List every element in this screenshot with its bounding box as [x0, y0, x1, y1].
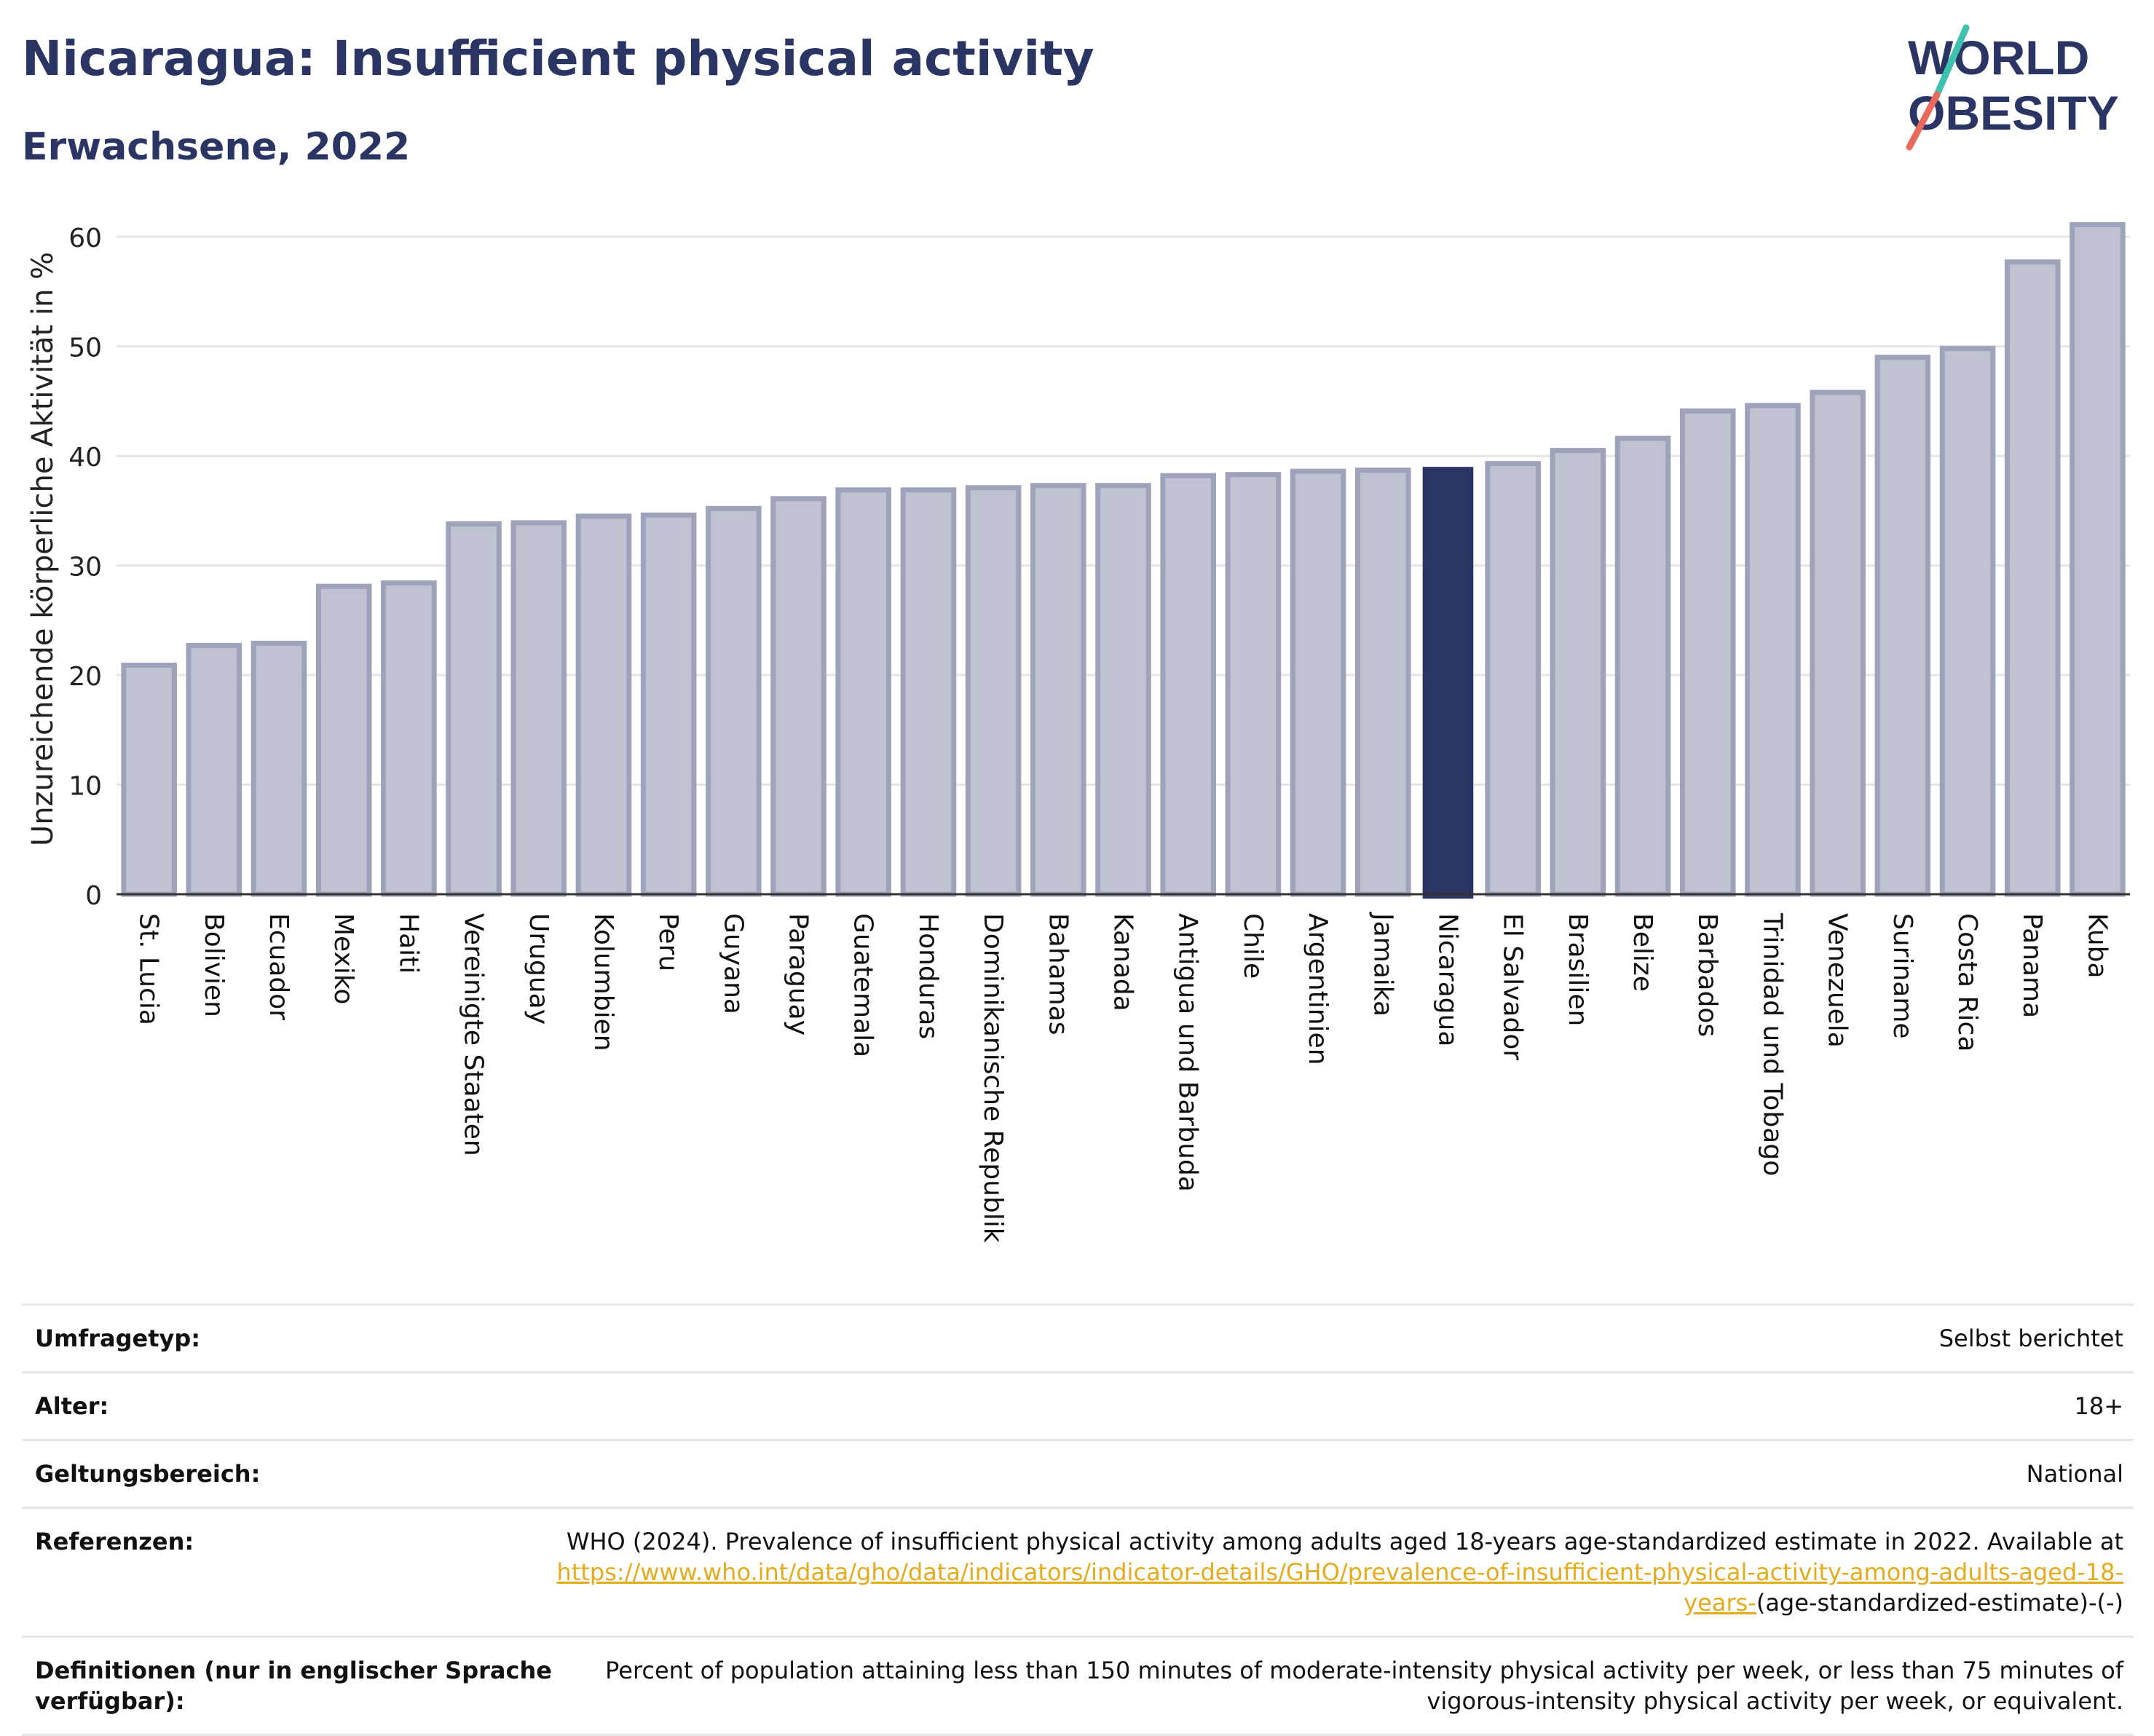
x-tick-label: Vereinigte Staaten — [459, 913, 489, 1156]
bar-el-salvador — [1485, 461, 1541, 897]
bar-jamaika — [1354, 467, 1411, 897]
bar-costa-rica — [1939, 346, 1996, 897]
meta-key: Definitionen (nur in englischer Sprache … — [35, 1657, 552, 1715]
references-link[interactable]: https://www.who.int/data/gho/data/indica… — [556, 1558, 2123, 1617]
page-title: Nicaragua: Insufficient physical activit… — [22, 31, 1094, 87]
bar-uruguay — [510, 520, 567, 897]
x-tick-label: Dominikanische Republik — [978, 913, 1008, 1243]
meta-row-survey-type: Umfragetyp: Selbst berichtet — [22, 1303, 2134, 1371]
bar-vereinigte-staaten — [446, 521, 502, 897]
y-tick-label: 10 — [68, 772, 102, 802]
x-tick-label: Argentinien — [1303, 913, 1333, 1065]
x-tick-label: El Salvador — [1498, 913, 1528, 1060]
x-tick-label: Belize — [1628, 913, 1657, 992]
y-tick-label: 50 — [68, 334, 102, 363]
bar-nicaragua — [1422, 467, 1474, 899]
x-tick-label: Guatemala — [848, 913, 878, 1057]
svg-text:WORLD: WORLD — [1908, 31, 2089, 84]
metadata-table: Umfragetyp: Selbst berichtet Alter: 18+ … — [22, 1303, 2134, 1736]
meta-key: Referenzen: — [35, 1528, 194, 1555]
page-subtitle: Erwachsene, 2022 — [22, 125, 411, 169]
y-tick-label: 60 — [68, 224, 102, 253]
x-tick-label: Bolivien — [199, 913, 229, 1017]
bar-venezuela — [1810, 390, 1866, 897]
x-tick-label: Ecuador — [264, 913, 293, 1020]
bar-argentinien — [1290, 468, 1346, 897]
bar-trinidad-und-tobago — [1745, 403, 1801, 897]
bar-kuba — [2070, 222, 2126, 897]
bar-bolivien — [186, 642, 242, 897]
x-tick-label: Kolumbien — [588, 913, 618, 1052]
bar-honduras — [900, 487, 957, 897]
references-value: WHO (2024). Prevalence of insufficient p… — [545, 1526, 2123, 1618]
y-tick-label: 0 — [85, 881, 102, 911]
bar-st.-lucia — [121, 663, 177, 897]
x-tick-label: Antigua und Barbuda — [1173, 913, 1203, 1192]
x-tick-label: Panama — [2017, 913, 2047, 1018]
y-tick-label: 40 — [68, 443, 102, 473]
bar-barbados — [1679, 408, 1736, 897]
x-tick-label: Nicaragua — [1432, 913, 1462, 1046]
meta-key: Alter: — [35, 1392, 109, 1420]
bar-suriname — [1874, 355, 1931, 897]
svg-text:OBESITY: OBESITY — [1908, 86, 2119, 140]
meta-row-age: Alter: 18+ — [22, 1371, 2134, 1439]
x-tick-label: Haiti — [393, 913, 423, 974]
x-tick-label: Uruguay — [524, 913, 553, 1025]
y-tick-label: 30 — [68, 553, 102, 583]
bar-dominikanische-republik — [965, 485, 1022, 897]
bar-panama — [2004, 259, 2061, 897]
meta-row-definitions: Definitionen (nur in englischer Sprache … — [22, 1636, 2134, 1736]
x-tick-label: Suriname — [1887, 913, 1917, 1039]
x-tick-label: Venezuela — [1823, 913, 1853, 1048]
meta-key: Umfragetyp: — [35, 1325, 201, 1352]
bar-belize — [1614, 435, 1671, 897]
y-tick-label: 20 — [68, 662, 102, 692]
meta-key: Geltungsbereich: — [35, 1460, 261, 1488]
x-tick-label: Bahamas — [1043, 913, 1073, 1035]
bar-chart: 0 10 20 30 40 50 60 St. Lucia Bolivien Ecuador Mex… — [26, 222, 2130, 1243]
x-tick-label: Honduras — [913, 913, 943, 1039]
meta-row-references: Referenzen: WHO (2024). Prevalence of in… — [22, 1507, 2134, 1636]
x-tick-label: Peru — [653, 913, 683, 971]
x-tick-label: St. Lucia — [134, 913, 164, 1025]
bar-guatemala — [835, 487, 892, 897]
tick-labels: 0 10 20 30 40 50 60 St. Lucia Bolivien Ecuador Mex… — [26, 224, 2112, 1243]
x-tick-label: Kuba — [2082, 913, 2112, 979]
meta-value: Selbst berichtet — [1938, 1325, 2123, 1352]
bar-antigua-und-barbuda — [1160, 473, 1216, 897]
meta-value: National — [2026, 1460, 2123, 1488]
x-tick-label: Chile — [1238, 913, 1268, 979]
x-tick-label: Barbados — [1692, 913, 1722, 1037]
bar-paraguay — [770, 496, 827, 897]
world-obesity-logo: WORLD OBESITY — [1906, 24, 2119, 151]
references-suffix: (age-standardized-estimate)-(-) — [1756, 1589, 2123, 1617]
x-tick-label: Jamaika — [1368, 912, 1397, 1017]
bar-kanada — [1095, 483, 1151, 897]
meta-row-scope: Geltungsbereich: National — [22, 1439, 2134, 1507]
bar-bahamas — [1030, 483, 1086, 897]
x-tick-label: Kanada — [1108, 913, 1138, 1011]
x-tick-label: Trinidad und Tobago — [1757, 912, 1787, 1176]
x-tick-label: Costa Rica — [1952, 913, 1982, 1052]
bar-ecuador — [250, 640, 307, 897]
definitions-value: Percent of population attaining less tha… — [605, 1657, 2123, 1715]
references-text: WHO (2024). Prevalence of insufficient p… — [566, 1528, 2123, 1555]
x-tick-label: Brasilien — [1563, 913, 1593, 1026]
x-tick-label: Paraguay — [784, 913, 813, 1035]
x-tick-label: Guyana — [718, 913, 748, 1014]
bar-kolumbien — [575, 513, 632, 897]
meta-value: 18+ — [2074, 1392, 2123, 1420]
bars — [121, 222, 2126, 899]
x-tick-label: Mexiko — [328, 913, 358, 1004]
bar-guyana — [706, 505, 762, 897]
bar-haiti — [381, 580, 437, 897]
bar-mexiko — [315, 583, 372, 897]
y-axis-label: Unzureichende körperliche Aktivität in % — [26, 252, 60, 846]
bar-brasilien — [1550, 448, 1606, 897]
bar-chile — [1225, 472, 1282, 897]
bar-peru — [640, 512, 697, 897]
